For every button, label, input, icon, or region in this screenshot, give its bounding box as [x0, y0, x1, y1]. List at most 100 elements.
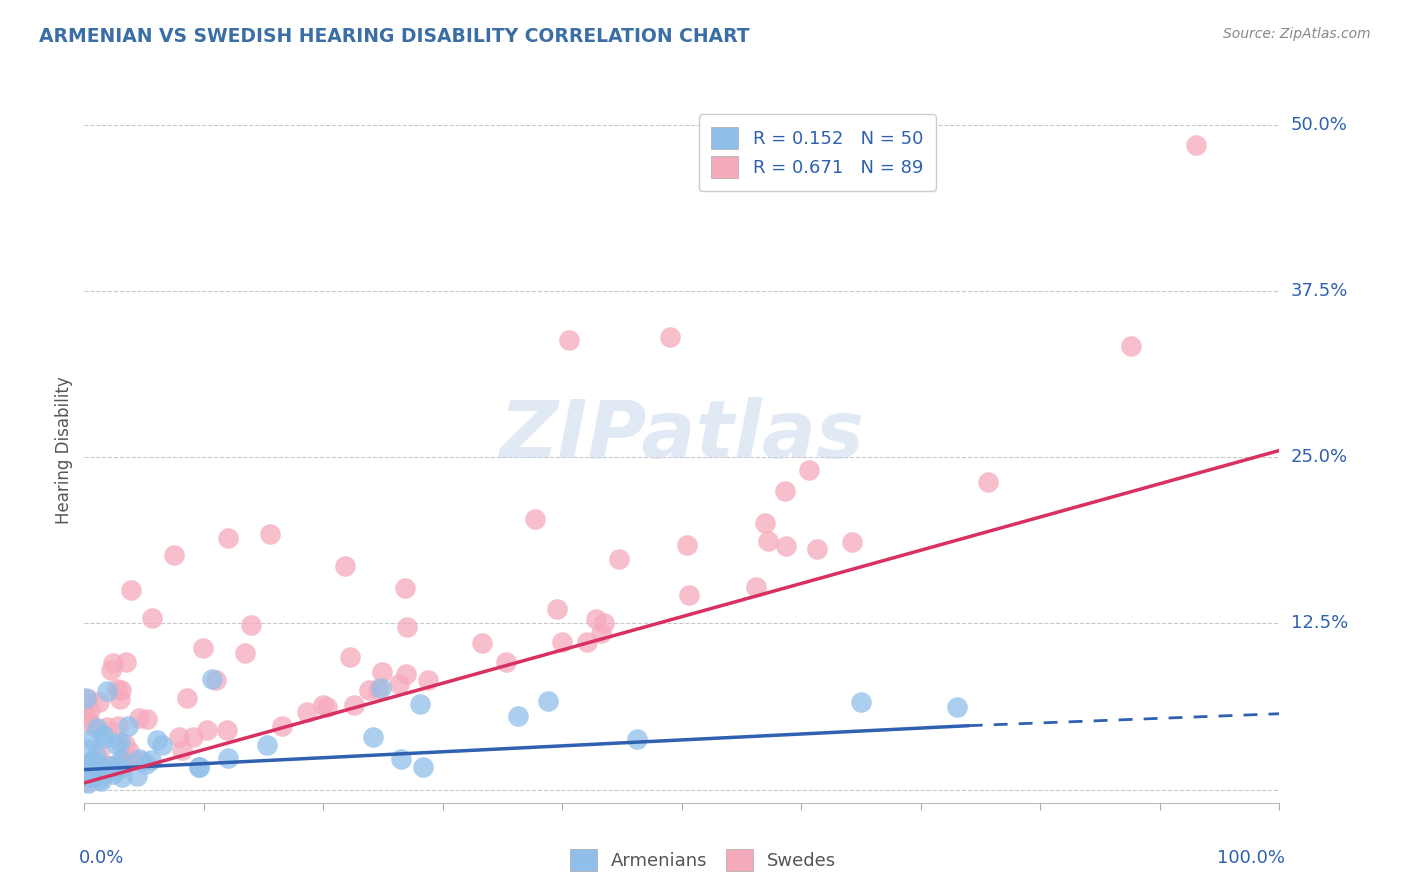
Point [508, 709, 530, 723]
Point [217, 751, 239, 765]
Legend: R = 0.152   N = 50, R = 0.671   N = 89: R = 0.152 N = 50, R = 0.671 N = 89 [699, 114, 936, 191]
Point [537, 694, 560, 708]
Point [108, 734, 131, 748]
Point [100, 759, 122, 773]
Text: ZIPatlas: ZIPatlas [499, 397, 865, 475]
Point [101, 758, 124, 772]
Point [239, 618, 262, 632]
Point [82, 758, 104, 772]
Point [524, 512, 547, 526]
Text: 12.5%: 12.5% [1291, 615, 1348, 632]
Point [558, 333, 581, 347]
Text: Source: ZipAtlas.com: Source: ZipAtlas.com [1223, 27, 1371, 41]
Point [87, 746, 110, 760]
Y-axis label: Hearing Disability: Hearing Disability [55, 376, 73, 524]
Point [80, 731, 103, 746]
Point [89, 765, 111, 780]
Point [388, 677, 411, 691]
Point [389, 752, 412, 766]
Point [93, 731, 115, 746]
Point [87, 696, 110, 710]
Point [195, 723, 218, 737]
Point [139, 754, 162, 768]
Point [271, 719, 294, 733]
Point [77, 692, 100, 706]
Point [77, 775, 100, 789]
Point [312, 698, 335, 712]
Point [110, 691, 132, 706]
Point [84, 759, 107, 773]
Point [107, 758, 129, 772]
Point [90, 760, 112, 774]
Point [105, 681, 128, 696]
Point [546, 602, 568, 616]
Point [361, 730, 384, 744]
Point [76, 767, 98, 781]
Point [172, 743, 194, 757]
Point [946, 700, 969, 714]
Point [135, 756, 157, 771]
Point [1119, 338, 1142, 352]
Point [754, 516, 776, 530]
Point [806, 541, 828, 556]
Point [204, 673, 226, 688]
Point [110, 682, 132, 697]
Point [75, 690, 97, 705]
Point [76, 712, 98, 726]
Point [77, 764, 100, 779]
Point [775, 539, 797, 553]
Point [418, 673, 440, 688]
Point [111, 760, 134, 774]
Point [145, 733, 167, 747]
Point [131, 754, 153, 768]
Text: 37.5%: 37.5% [1291, 282, 1348, 300]
Point [217, 531, 239, 545]
Point [73, 775, 96, 789]
Text: ARMENIAN VS SWEDISH HEARING DISABILITY CORRELATION CHART: ARMENIAN VS SWEDISH HEARING DISABILITY C… [39, 27, 749, 45]
Point [367, 682, 389, 697]
Point [589, 626, 612, 640]
Point [86, 722, 108, 736]
Point [75, 758, 97, 772]
Point [394, 581, 416, 595]
Point [100, 663, 122, 677]
Point [295, 705, 318, 719]
Point [107, 738, 129, 752]
Legend: Armenians, Swedes: Armenians, Swedes [562, 842, 844, 879]
Point [676, 538, 699, 552]
Point [176, 690, 198, 705]
Point [592, 616, 614, 631]
Text: 0.0%: 0.0% [79, 848, 124, 867]
Point [745, 581, 768, 595]
Point [609, 552, 631, 566]
Point [412, 759, 434, 773]
Point [90, 773, 112, 788]
Point [756, 534, 779, 549]
Point [103, 762, 125, 776]
Point [80, 758, 103, 772]
Point [370, 681, 392, 695]
Point [409, 697, 432, 711]
Point [316, 699, 339, 714]
Point [128, 752, 150, 766]
Point [169, 730, 191, 744]
Text: 50.0%: 50.0% [1291, 116, 1347, 134]
Point [117, 719, 139, 733]
Point [75, 706, 97, 720]
Point [101, 656, 124, 670]
Point [97, 765, 120, 780]
Point [201, 672, 224, 686]
Text: 25.0%: 25.0% [1291, 448, 1348, 467]
Point [395, 620, 418, 634]
Point [626, 732, 648, 747]
Point [120, 582, 142, 597]
Point [851, 695, 873, 709]
Point [115, 656, 138, 670]
Point [188, 760, 211, 774]
Point [339, 649, 361, 664]
Point [84, 764, 107, 779]
Point [188, 760, 211, 774]
Point [114, 737, 136, 751]
Point [977, 475, 1000, 489]
Point [96, 683, 118, 698]
